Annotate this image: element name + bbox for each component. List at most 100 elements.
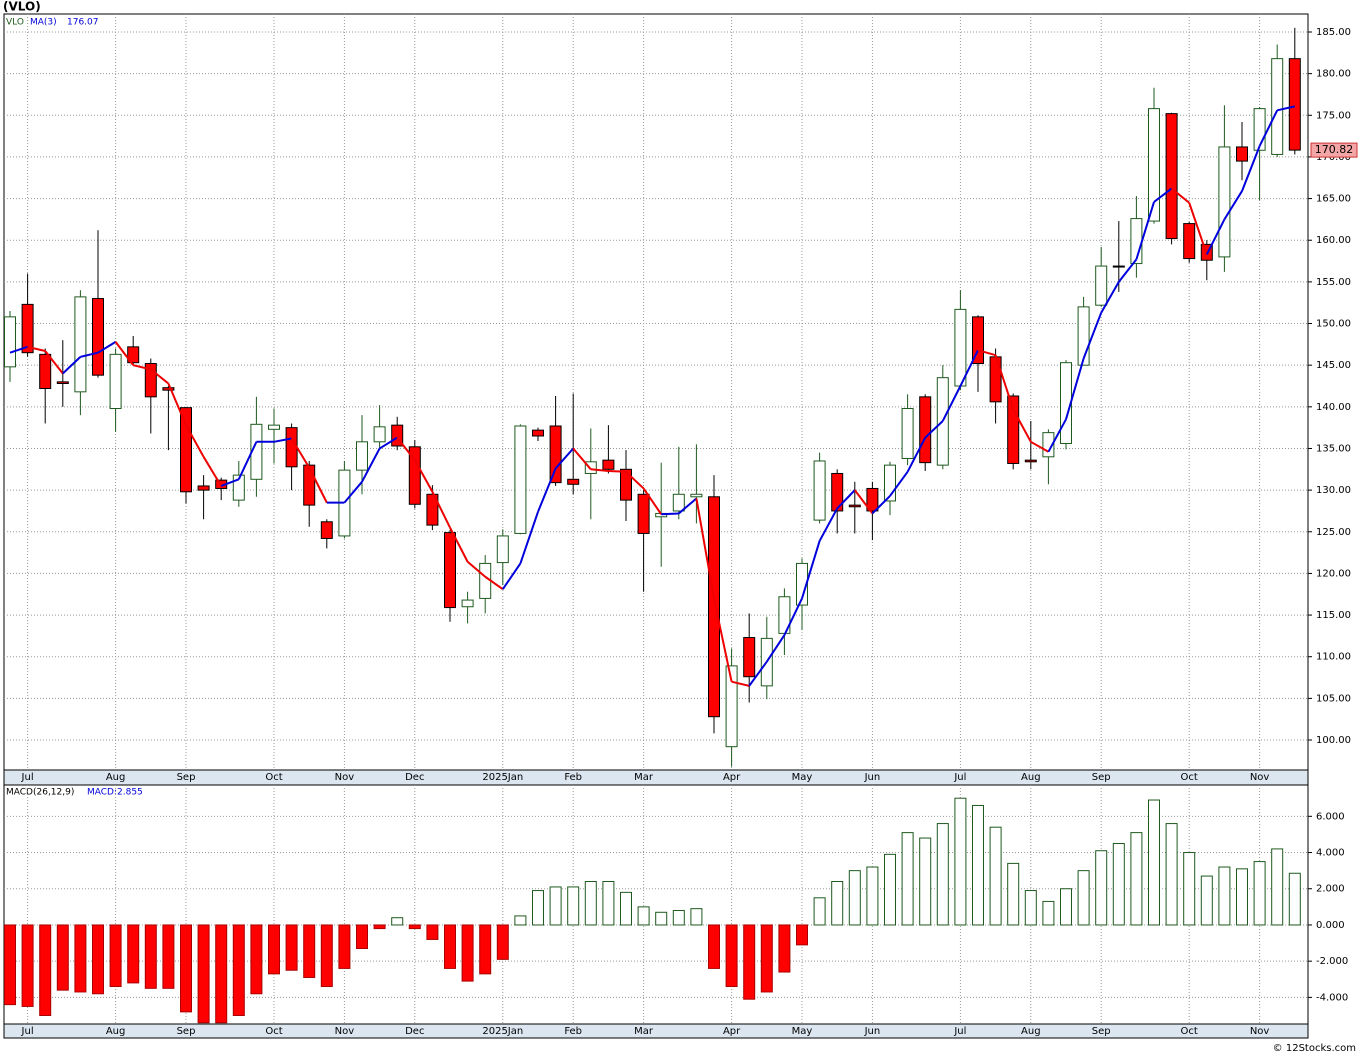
ma-segment <box>9 345 28 354</box>
ma-segment <box>431 491 451 529</box>
ma-segment <box>379 436 398 450</box>
macd-bar <box>831 881 844 926</box>
legend-ma: MA(3) <box>30 18 57 28</box>
macd-bar <box>426 924 439 940</box>
ma-segment <box>608 469 627 473</box>
ma-segment <box>801 540 821 599</box>
ma-segment <box>871 495 891 515</box>
candle-body <box>1148 108 1160 222</box>
ma-segment <box>44 350 64 375</box>
y-tick-label: 135.00 <box>1316 443 1351 454</box>
x-tick-label: Jun <box>864 772 881 783</box>
macd-bar <box>919 837 932 926</box>
candle-body <box>690 493 703 498</box>
macd-bar <box>989 826 1002 926</box>
ma-segment <box>501 562 522 590</box>
macd-bar <box>848 870 861 926</box>
macd-bar <box>620 891 632 926</box>
candle-body <box>1288 58 1301 151</box>
ma-segment <box>765 634 786 663</box>
ma-segment <box>308 467 328 504</box>
ma-segment <box>941 385 962 422</box>
ma-segment <box>1135 201 1155 260</box>
macd-bar <box>215 924 228 1024</box>
candle-body <box>92 298 104 376</box>
x-tick-label: Sep <box>1092 772 1111 783</box>
ma-segment <box>1241 145 1261 192</box>
last-price-label: 170.82 <box>1315 143 1354 156</box>
candle-body <box>56 381 69 385</box>
macd-bar <box>180 924 192 1013</box>
candle-body <box>567 478 580 485</box>
ma-segment <box>959 349 979 387</box>
x-tick-label: Jul <box>953 1026 966 1037</box>
macd-bar <box>4 924 16 1006</box>
legend-ma-value: 176.07 <box>67 18 99 28</box>
ma-segment <box>343 481 363 504</box>
ma-segment <box>449 527 469 563</box>
macd-bar <box>21 924 34 1007</box>
candle-body <box>1077 306 1090 366</box>
y-tick-label: 175.00 <box>1316 110 1351 121</box>
chart-title: (VLO) <box>3 0 41 14</box>
x-tick-label: Jul <box>21 1026 34 1037</box>
ma-segment <box>748 661 768 687</box>
x-tick-label: Sep <box>1092 1026 1111 1037</box>
x-tick-label: Dec <box>405 1026 424 1037</box>
candle-body <box>1024 459 1037 463</box>
y-tick-label: 165.00 <box>1316 194 1351 205</box>
macd-bar <box>408 924 421 930</box>
macd-bar <box>56 924 69 991</box>
y-tick-label: 125.00 <box>1316 527 1351 538</box>
candle-body <box>989 356 1002 403</box>
ma-segment <box>1012 408 1032 443</box>
ma-segment <box>150 368 170 385</box>
x-tick-label: Feb <box>564 772 582 783</box>
macd-bar <box>1042 900 1055 926</box>
macd-bar <box>232 924 245 1016</box>
candle-body <box>1218 146 1231 258</box>
candle-body <box>303 464 316 506</box>
candle-body <box>461 599 474 608</box>
macd-bar <box>461 924 474 982</box>
macd-bar <box>708 924 720 969</box>
x-tick-label: 2025Jan <box>482 1026 523 1037</box>
candle-body <box>972 316 984 365</box>
macd-title: MACD(26,12,9) <box>6 788 74 798</box>
macd-bar <box>1253 861 1266 926</box>
macd-bar <box>584 881 597 926</box>
x-tick-label: Sep <box>177 772 196 783</box>
candle-body <box>479 562 492 599</box>
candle-body <box>1165 113 1178 240</box>
candle-body <box>4 316 16 368</box>
macd-bar <box>303 924 316 978</box>
macd-bar <box>197 924 210 1024</box>
macd-bar <box>514 915 527 926</box>
candle-body <box>831 472 844 512</box>
macd-bar <box>391 917 404 926</box>
candle-body <box>620 468 632 501</box>
ma-segment <box>361 448 381 483</box>
candle-body <box>356 441 368 471</box>
macd-bar <box>144 924 157 989</box>
candle-body <box>708 496 720 718</box>
x-tick-label: Apr <box>723 772 741 783</box>
x-tick-label: Jul <box>21 772 34 783</box>
x-tick-label: Nov <box>335 1026 355 1037</box>
macd-bar <box>373 924 386 930</box>
candle-body <box>743 637 756 678</box>
macd-bar <box>1095 850 1108 926</box>
macd-bar <box>162 924 175 989</box>
candle-body <box>426 493 439 526</box>
candle-body <box>21 303 34 354</box>
y-tick-label: 110.00 <box>1316 652 1351 663</box>
ma-segment <box>713 598 733 682</box>
y-tick-label: 180.00 <box>1316 69 1351 80</box>
ma-segment <box>273 437 292 443</box>
ma-segment <box>836 489 856 510</box>
ma-segment <box>185 424 205 458</box>
ma-segment <box>854 489 874 515</box>
macd-bar <box>743 924 756 1000</box>
macd-bar <box>655 911 668 926</box>
